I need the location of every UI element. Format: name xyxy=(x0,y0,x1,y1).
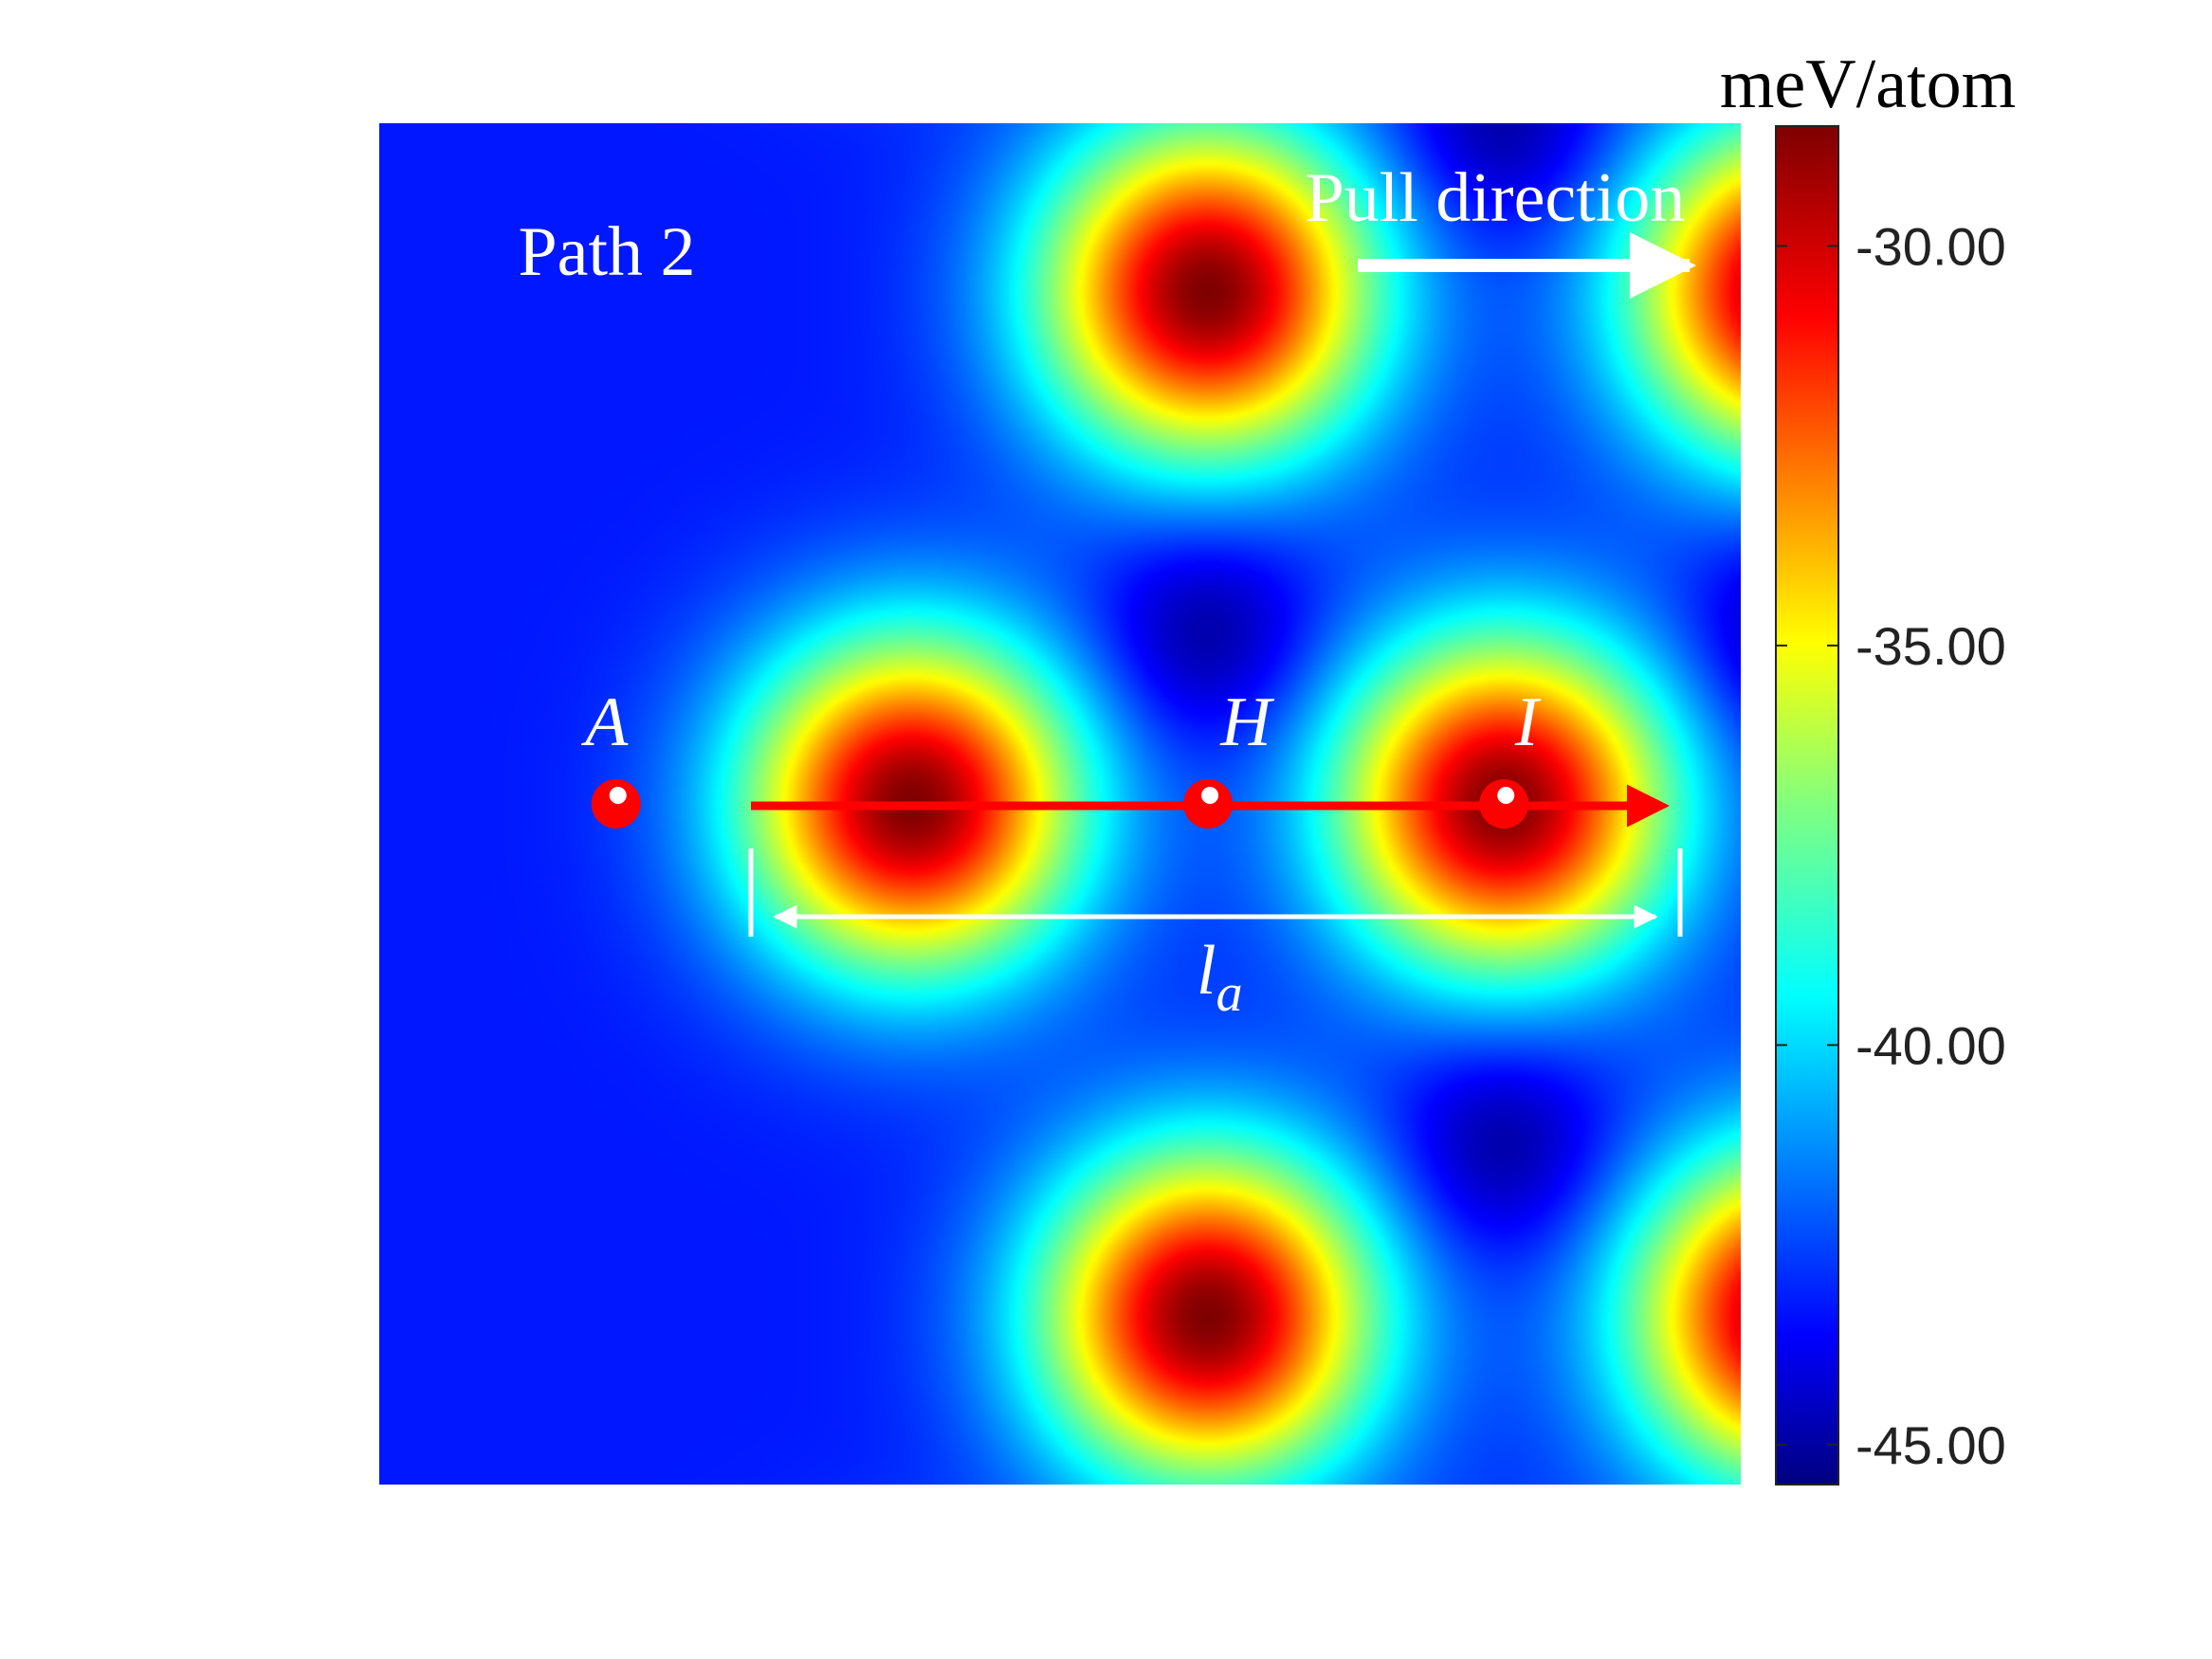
path-point-label-h: H xyxy=(1219,684,1274,761)
pull-direction-label: Pull direction xyxy=(1306,159,1686,237)
colorbar-tick-label: -40.00 xyxy=(1856,1015,2006,1075)
path-point-label-i: I xyxy=(1514,684,1542,761)
colorbar-tick-label: -30.00 xyxy=(1856,216,2006,276)
path-point-highlight-h xyxy=(1201,787,1219,804)
colorbar-label: meV/atom xyxy=(1720,46,2016,123)
path-point-i xyxy=(1479,779,1529,829)
path-point-highlight-a xyxy=(609,787,627,804)
path-point-highlight-i xyxy=(1497,787,1515,804)
path-point-h xyxy=(1183,779,1234,829)
colorbar xyxy=(1775,125,1839,1486)
colorbar-tick-label: -45.00 xyxy=(1856,1415,2006,1475)
colorbar-tick-label: -35.00 xyxy=(1856,616,2006,676)
colorbar-ticks: -30.00 -35.00 -40.00 -45.00 xyxy=(1776,216,2006,1475)
panel-label: Path 2 xyxy=(518,213,695,291)
path-point-a xyxy=(591,779,641,829)
path-point-label-a: A xyxy=(580,684,629,761)
length-label: la xyxy=(1197,932,1243,1023)
